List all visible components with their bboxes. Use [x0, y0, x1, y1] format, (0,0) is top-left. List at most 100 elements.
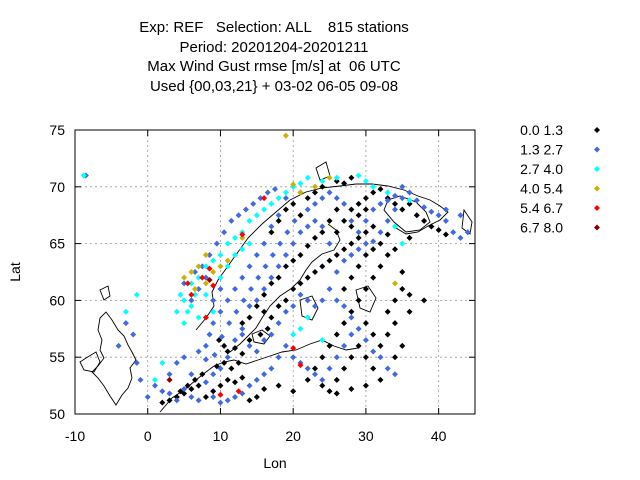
- station-point: [216, 337, 222, 344]
- station-point: [282, 132, 289, 139]
- station-point: [348, 251, 355, 258]
- station-point: [282, 342, 289, 349]
- station-point: [290, 181, 297, 188]
- station-point: [442, 217, 449, 224]
- legend-label: 5.4 6.7: [520, 200, 563, 216]
- x-tick-label: 10: [213, 428, 229, 444]
- station-point: [184, 382, 191, 389]
- station-point: [173, 393, 180, 400]
- station-point: [435, 212, 442, 219]
- station-point: [210, 320, 217, 327]
- station-point: [202, 280, 209, 287]
- station-point: [181, 354, 188, 361]
- station-point: [275, 217, 282, 224]
- station-point: [268, 331, 275, 338]
- station-point: [210, 282, 217, 289]
- station-point: [326, 240, 333, 247]
- station-point: [413, 212, 420, 219]
- station-point: [195, 382, 202, 389]
- station-point: [246, 342, 253, 349]
- station-point: [384, 197, 391, 204]
- station-point: [122, 308, 129, 315]
- station-point: [326, 257, 333, 264]
- station-point: [261, 291, 268, 298]
- station-point: [224, 376, 231, 383]
- legend-label: 1.3 2.7: [520, 142, 563, 158]
- station-point: [290, 240, 297, 247]
- station-point: [228, 217, 235, 224]
- station-point: [262, 263, 269, 270]
- station-point: [406, 308, 413, 315]
- station-point: [173, 397, 180, 404]
- station-point: [290, 303, 297, 310]
- station-point: [326, 388, 333, 395]
- station-point: [304, 206, 311, 213]
- x-tick-label: 0: [144, 428, 152, 444]
- legend-marker: [594, 185, 600, 192]
- station-point: [248, 286, 254, 293]
- station-point: [166, 397, 173, 404]
- station-point: [188, 303, 195, 310]
- station-point: [304, 297, 311, 304]
- station-point: [181, 386, 188, 393]
- station-point: [239, 246, 246, 253]
- station-point: [206, 265, 213, 272]
- station-point: [261, 308, 268, 315]
- station-point: [312, 234, 318, 241]
- station-point: [362, 240, 369, 247]
- station-point: [211, 351, 218, 358]
- station-point: [377, 354, 384, 361]
- station-point: [384, 365, 391, 372]
- station-point: [122, 320, 129, 327]
- station-point: [181, 274, 188, 281]
- station-point: [370, 183, 377, 190]
- station-point: [442, 206, 449, 213]
- station-point: [159, 388, 166, 395]
- station-point: [217, 263, 224, 270]
- station-point: [232, 337, 238, 344]
- station-point: [275, 320, 282, 327]
- station-point: [370, 206, 377, 213]
- station-point: [261, 337, 268, 344]
- legend-label: 6.7 8.0: [520, 220, 563, 236]
- station-point: [421, 204, 428, 211]
- station-point: [272, 186, 278, 193]
- station-point: [362, 251, 369, 258]
- station-point: [326, 286, 333, 293]
- station-point: [341, 286, 348, 293]
- station-point: [362, 337, 369, 344]
- station-point: [192, 269, 198, 275]
- station-point: [188, 280, 195, 287]
- station-point: [435, 226, 442, 233]
- y-tick-label: 70: [49, 179, 65, 195]
- station-point: [406, 291, 413, 298]
- station-point: [304, 274, 311, 281]
- station-point: [290, 345, 297, 352]
- station-point: [297, 212, 304, 219]
- station-point: [188, 386, 195, 393]
- station-point: [246, 382, 253, 389]
- station-point: [377, 342, 384, 349]
- station-point: [199, 274, 206, 281]
- station-point: [297, 189, 304, 196]
- station-point: [195, 274, 202, 281]
- x-tick-labels: -10 0 10 20 30 40: [65, 428, 447, 444]
- station-point: [282, 297, 289, 304]
- station-point: [348, 217, 355, 224]
- station-point: [253, 393, 260, 400]
- station-point: [384, 308, 391, 315]
- station-point: [333, 354, 340, 361]
- station-point: [246, 303, 253, 310]
- station-point: [333, 269, 340, 275]
- station-point: [370, 365, 377, 372]
- station-point: [341, 342, 348, 349]
- station-point: [333, 206, 340, 213]
- grid: [74, 129, 475, 415]
- station-point: [392, 206, 398, 213]
- coastline-map: [79, 161, 473, 413]
- station-point: [319, 195, 326, 202]
- station-point: [264, 325, 271, 332]
- station-point: [261, 286, 268, 293]
- y-axis-label: Lat: [7, 262, 23, 282]
- station-point: [166, 376, 173, 383]
